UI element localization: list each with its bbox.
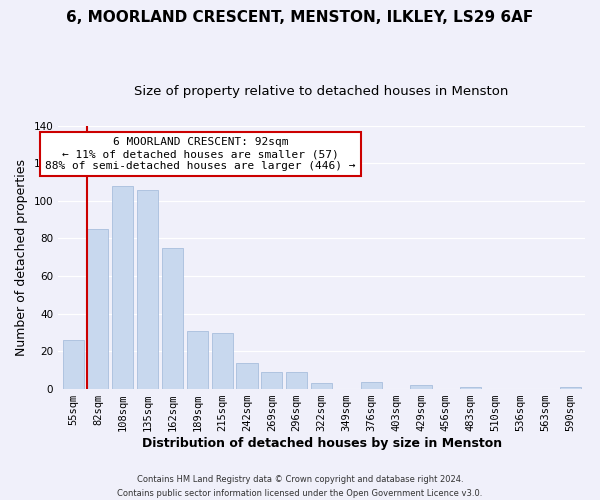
Bar bbox=[162, 248, 183, 389]
Bar bbox=[137, 190, 158, 389]
Bar bbox=[560, 387, 581, 389]
Bar bbox=[62, 340, 83, 389]
Bar bbox=[236, 362, 257, 389]
Bar bbox=[88, 229, 109, 389]
Y-axis label: Number of detached properties: Number of detached properties bbox=[15, 159, 28, 356]
Text: Contains HM Land Registry data © Crown copyright and database right 2024.
Contai: Contains HM Land Registry data © Crown c… bbox=[118, 476, 482, 498]
Bar bbox=[311, 384, 332, 389]
Bar bbox=[410, 386, 431, 389]
Bar bbox=[112, 186, 133, 389]
Bar bbox=[262, 372, 283, 389]
Bar bbox=[212, 332, 233, 389]
Title: Size of property relative to detached houses in Menston: Size of property relative to detached ho… bbox=[134, 85, 509, 98]
X-axis label: Distribution of detached houses by size in Menston: Distribution of detached houses by size … bbox=[142, 437, 502, 450]
Text: 6, MOORLAND CRESCENT, MENSTON, ILKLEY, LS29 6AF: 6, MOORLAND CRESCENT, MENSTON, ILKLEY, L… bbox=[67, 10, 533, 25]
Text: 6 MOORLAND CRESCENT: 92sqm
← 11% of detached houses are smaller (57)
88% of semi: 6 MOORLAND CRESCENT: 92sqm ← 11% of deta… bbox=[45, 138, 356, 170]
Bar bbox=[286, 372, 307, 389]
Bar bbox=[187, 330, 208, 389]
Bar bbox=[460, 387, 481, 389]
Bar bbox=[361, 382, 382, 389]
